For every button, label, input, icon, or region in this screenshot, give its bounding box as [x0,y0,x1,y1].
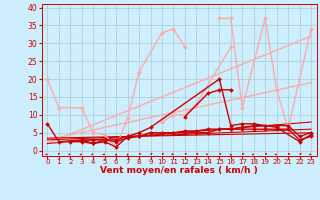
X-axis label: Vent moyen/en rafales ( km/h ): Vent moyen/en rafales ( km/h ) [100,166,258,175]
